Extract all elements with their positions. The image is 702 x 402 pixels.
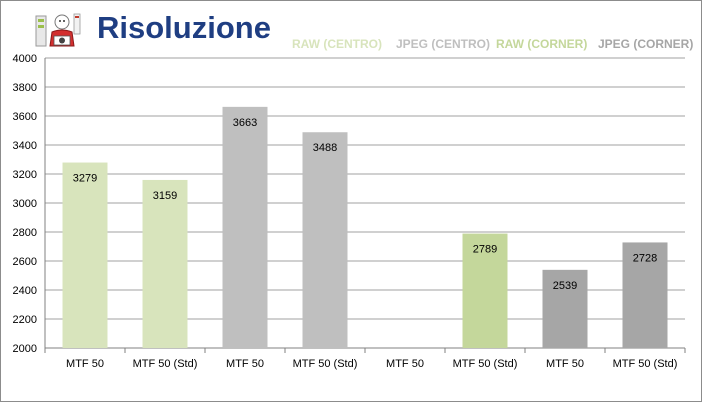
legend-raw-centro: RAW (CENTRO) — [292, 37, 382, 51]
legend-jpeg-centro: JPEG (CENTRO) — [396, 37, 491, 51]
legend-jpeg-corner: JPEG (CORNER) — [598, 37, 694, 51]
y-tick-label: 2000 — [13, 343, 37, 355]
x-tick-label: MTF 50 — [546, 358, 584, 370]
bar — [622, 242, 668, 348]
bar — [462, 233, 508, 348]
data-label: 3488 — [313, 142, 337, 154]
legend-raw-corner: RAW (CORNER) — [496, 37, 588, 51]
data-label: 2728 — [633, 252, 657, 264]
bar — [142, 179, 188, 348]
x-tick-label: MTF 50 — [226, 358, 264, 370]
x-tick-label: MTF 50 (Std) — [453, 358, 518, 370]
y-tick-label: 2200 — [13, 314, 37, 326]
x-tick-label: MTF 50 — [66, 358, 104, 370]
y-tick-label: 3000 — [13, 198, 37, 210]
chart-title: Risoluzione — [97, 10, 271, 45]
y-tick-label: 4000 — [13, 53, 37, 65]
x-tick-label: MTF 50 (Std) — [293, 358, 358, 370]
data-label: 3279 — [73, 173, 97, 185]
y-tick-label: 2600 — [13, 256, 37, 268]
bar — [542, 269, 588, 348]
data-label: 3663 — [233, 117, 257, 129]
bar — [302, 132, 348, 348]
bar — [62, 162, 108, 348]
data-label: 3159 — [153, 190, 177, 202]
y-tick-label: 3200 — [13, 169, 37, 181]
bar — [222, 106, 268, 349]
y-tick-label: 2800 — [13, 227, 37, 239]
x-tick-label: MTF 50 (Std) — [133, 358, 198, 370]
x-tick-label: MTF 50 (Std) — [613, 358, 678, 370]
y-tick-label: 3600 — [13, 111, 37, 123]
logo-icon — [35, 13, 81, 47]
data-label: 2539 — [553, 280, 577, 292]
data-label: 2789 — [473, 244, 497, 256]
y-tick-label: 3400 — [13, 140, 37, 152]
y-tick-label: 3800 — [13, 82, 37, 94]
x-tick-label: MTF 50 — [386, 358, 424, 370]
y-tick-label: 2400 — [13, 285, 37, 297]
